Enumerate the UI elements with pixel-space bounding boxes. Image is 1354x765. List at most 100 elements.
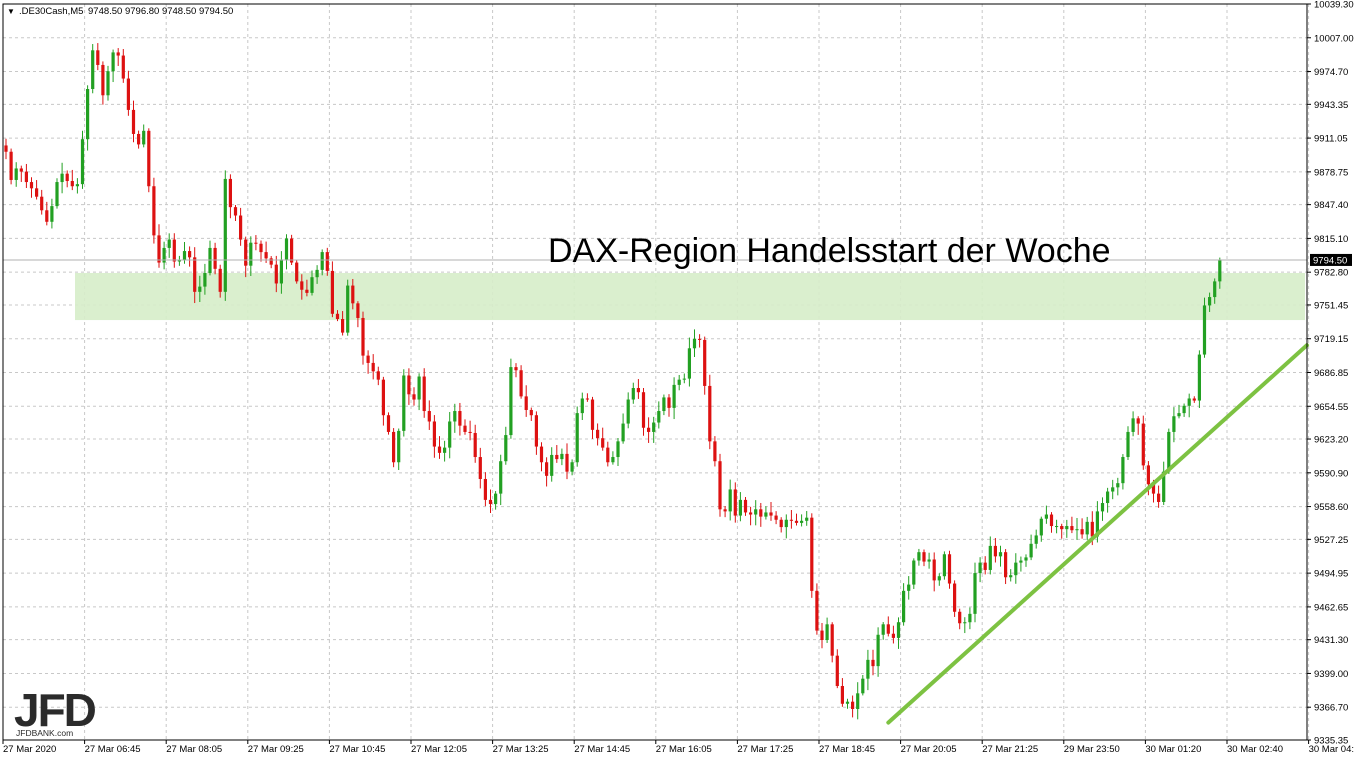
candle — [504, 426, 508, 465]
candle — [121, 49, 125, 83]
candle-body — [514, 367, 518, 371]
resistance-zone-layer — [75, 273, 1305, 321]
candle-body — [1136, 418, 1140, 424]
candle — [784, 514, 788, 539]
y-tick-label: 9399.00 — [1314, 669, 1348, 680]
y-tick-label: 9462.65 — [1314, 602, 1348, 613]
x-tick-label: 27 Mar 09:25 — [248, 744, 304, 755]
candle — [657, 401, 661, 429]
candle — [570, 459, 574, 476]
candle — [45, 201, 49, 226]
candle-body — [698, 338, 702, 340]
candle-body — [1070, 526, 1074, 531]
candle — [96, 43, 100, 71]
candle — [596, 423, 600, 446]
candle — [718, 453, 722, 517]
candle-body — [575, 413, 579, 463]
y-tick-label: 9815.10 — [1314, 234, 1348, 245]
candle-body — [147, 130, 151, 187]
candle-body — [499, 461, 503, 494]
candle-body — [851, 701, 855, 710]
candle — [805, 511, 809, 526]
candle — [1044, 505, 1048, 524]
candle — [728, 479, 732, 521]
candle-body — [249, 242, 253, 266]
candle-body — [840, 685, 844, 704]
candle-body — [973, 573, 977, 614]
candle-body — [871, 659, 875, 667]
logo-wordmark: JFD — [14, 684, 96, 736]
candle — [1121, 454, 1125, 490]
candle — [60, 162, 64, 194]
current-price-label: 9794.50 — [1313, 255, 1347, 266]
candle — [228, 174, 232, 219]
candle-body — [876, 634, 880, 667]
candle — [274, 255, 278, 293]
candle — [1065, 519, 1069, 538]
candle-body — [320, 252, 324, 270]
candle — [881, 622, 885, 640]
candle-body — [601, 438, 605, 448]
candle — [432, 415, 436, 458]
candle — [157, 224, 161, 268]
candle-body — [550, 454, 554, 476]
candle-body — [325, 252, 329, 271]
candle — [198, 275, 202, 303]
candle-body — [1060, 526, 1064, 530]
candle-body — [896, 622, 901, 638]
candle-body — [111, 52, 115, 72]
x-tick-label: 27 Mar 2020 — [3, 744, 56, 755]
candle-body — [998, 552, 1003, 557]
x-tick-label: 27 Mar 16:05 — [656, 744, 712, 755]
candle-body — [228, 178, 232, 208]
candle-body — [820, 630, 824, 640]
candle — [330, 261, 334, 318]
candle-body — [1213, 281, 1217, 298]
candle-body — [162, 247, 166, 263]
logo-subtext: JFDBANK.com — [16, 728, 73, 738]
candle-body — [891, 633, 895, 638]
candle-body — [621, 423, 625, 442]
candle-body — [488, 499, 493, 505]
candle — [1070, 516, 1074, 534]
candle — [830, 622, 834, 663]
candle — [142, 124, 146, 148]
candle — [743, 496, 748, 516]
dropdown-triangle-icon[interactable]: ▼ — [7, 7, 15, 16]
candle — [473, 424, 477, 463]
chart-header: ▼ .DE30Cash,M5 9748.50 9796.80 9748.50 9… — [7, 6, 233, 17]
candle — [24, 163, 28, 189]
candle — [111, 49, 115, 83]
y-tick-label: 9494.95 — [1314, 569, 1348, 580]
candle-body — [1080, 529, 1084, 535]
candle — [871, 649, 875, 676]
candle — [815, 583, 819, 635]
candle-body — [295, 262, 299, 282]
candle — [1162, 461, 1166, 505]
candle-body — [560, 453, 564, 460]
candle — [65, 170, 69, 188]
candle-body — [157, 235, 161, 263]
candle-body — [815, 590, 819, 631]
candle-body — [259, 243, 263, 253]
candle — [422, 368, 426, 418]
candle-body — [504, 435, 508, 462]
candle-body — [789, 519, 793, 521]
candle — [769, 501, 773, 521]
candle-body — [50, 206, 54, 222]
candle — [131, 100, 136, 143]
candle — [738, 492, 742, 522]
candle-body — [1044, 514, 1048, 519]
candle-body — [672, 384, 676, 408]
candle-body — [825, 624, 829, 640]
candle — [677, 374, 681, 391]
current-price-tag: 9794.50 — [1310, 253, 1352, 266]
candle-body — [764, 512, 768, 517]
candle — [412, 387, 416, 406]
candle-body — [116, 52, 120, 56]
candle — [335, 310, 340, 322]
x-tick-label: 27 Mar 06:45 — [85, 744, 141, 755]
